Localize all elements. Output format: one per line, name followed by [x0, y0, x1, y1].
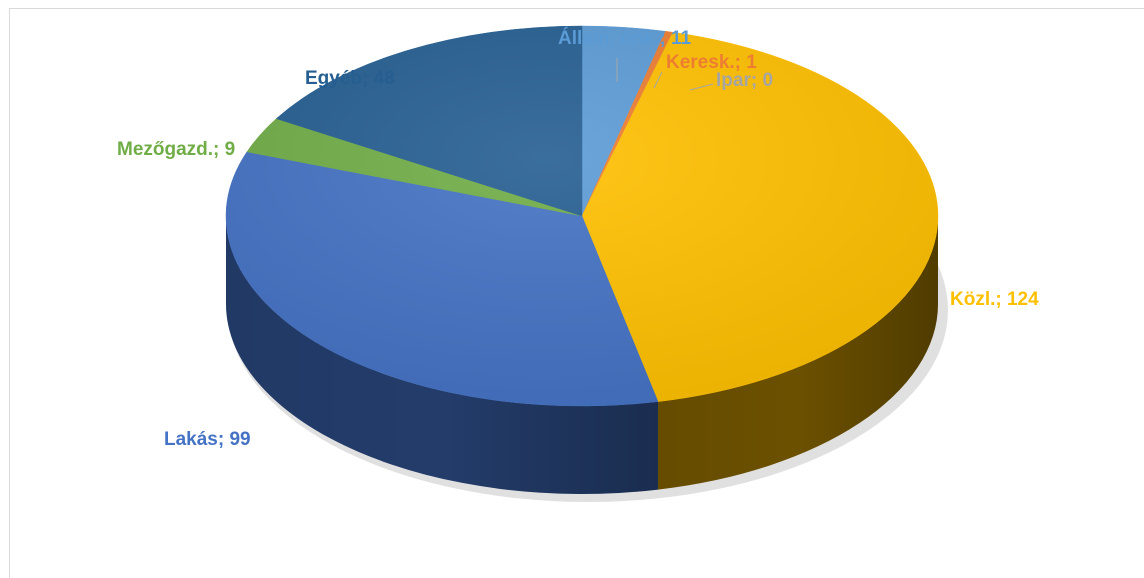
data-label-k-zl-: Közl.; 124	[950, 289, 1039, 310]
data-label-keresk-: Keresk.; 1	[666, 52, 757, 73]
pie-side-shade	[658, 216, 938, 490]
data-label-mez-gazd-: Mezőgazd.; 9	[117, 139, 235, 160]
pie-top-shading	[226, 26, 938, 406]
data-label-ipar: Ipar; 0	[716, 70, 773, 91]
leader-line-keresk-	[653, 71, 663, 89]
data-label-lak-s: Lakás; 99	[164, 429, 251, 450]
data-label-egy-b: Egyéb; 48	[305, 68, 395, 89]
leader-line-ipar	[689, 83, 714, 91]
data-label--llam-nk-: Állam, önk.; 11	[558, 27, 691, 49]
pie-side-shade	[226, 216, 659, 495]
